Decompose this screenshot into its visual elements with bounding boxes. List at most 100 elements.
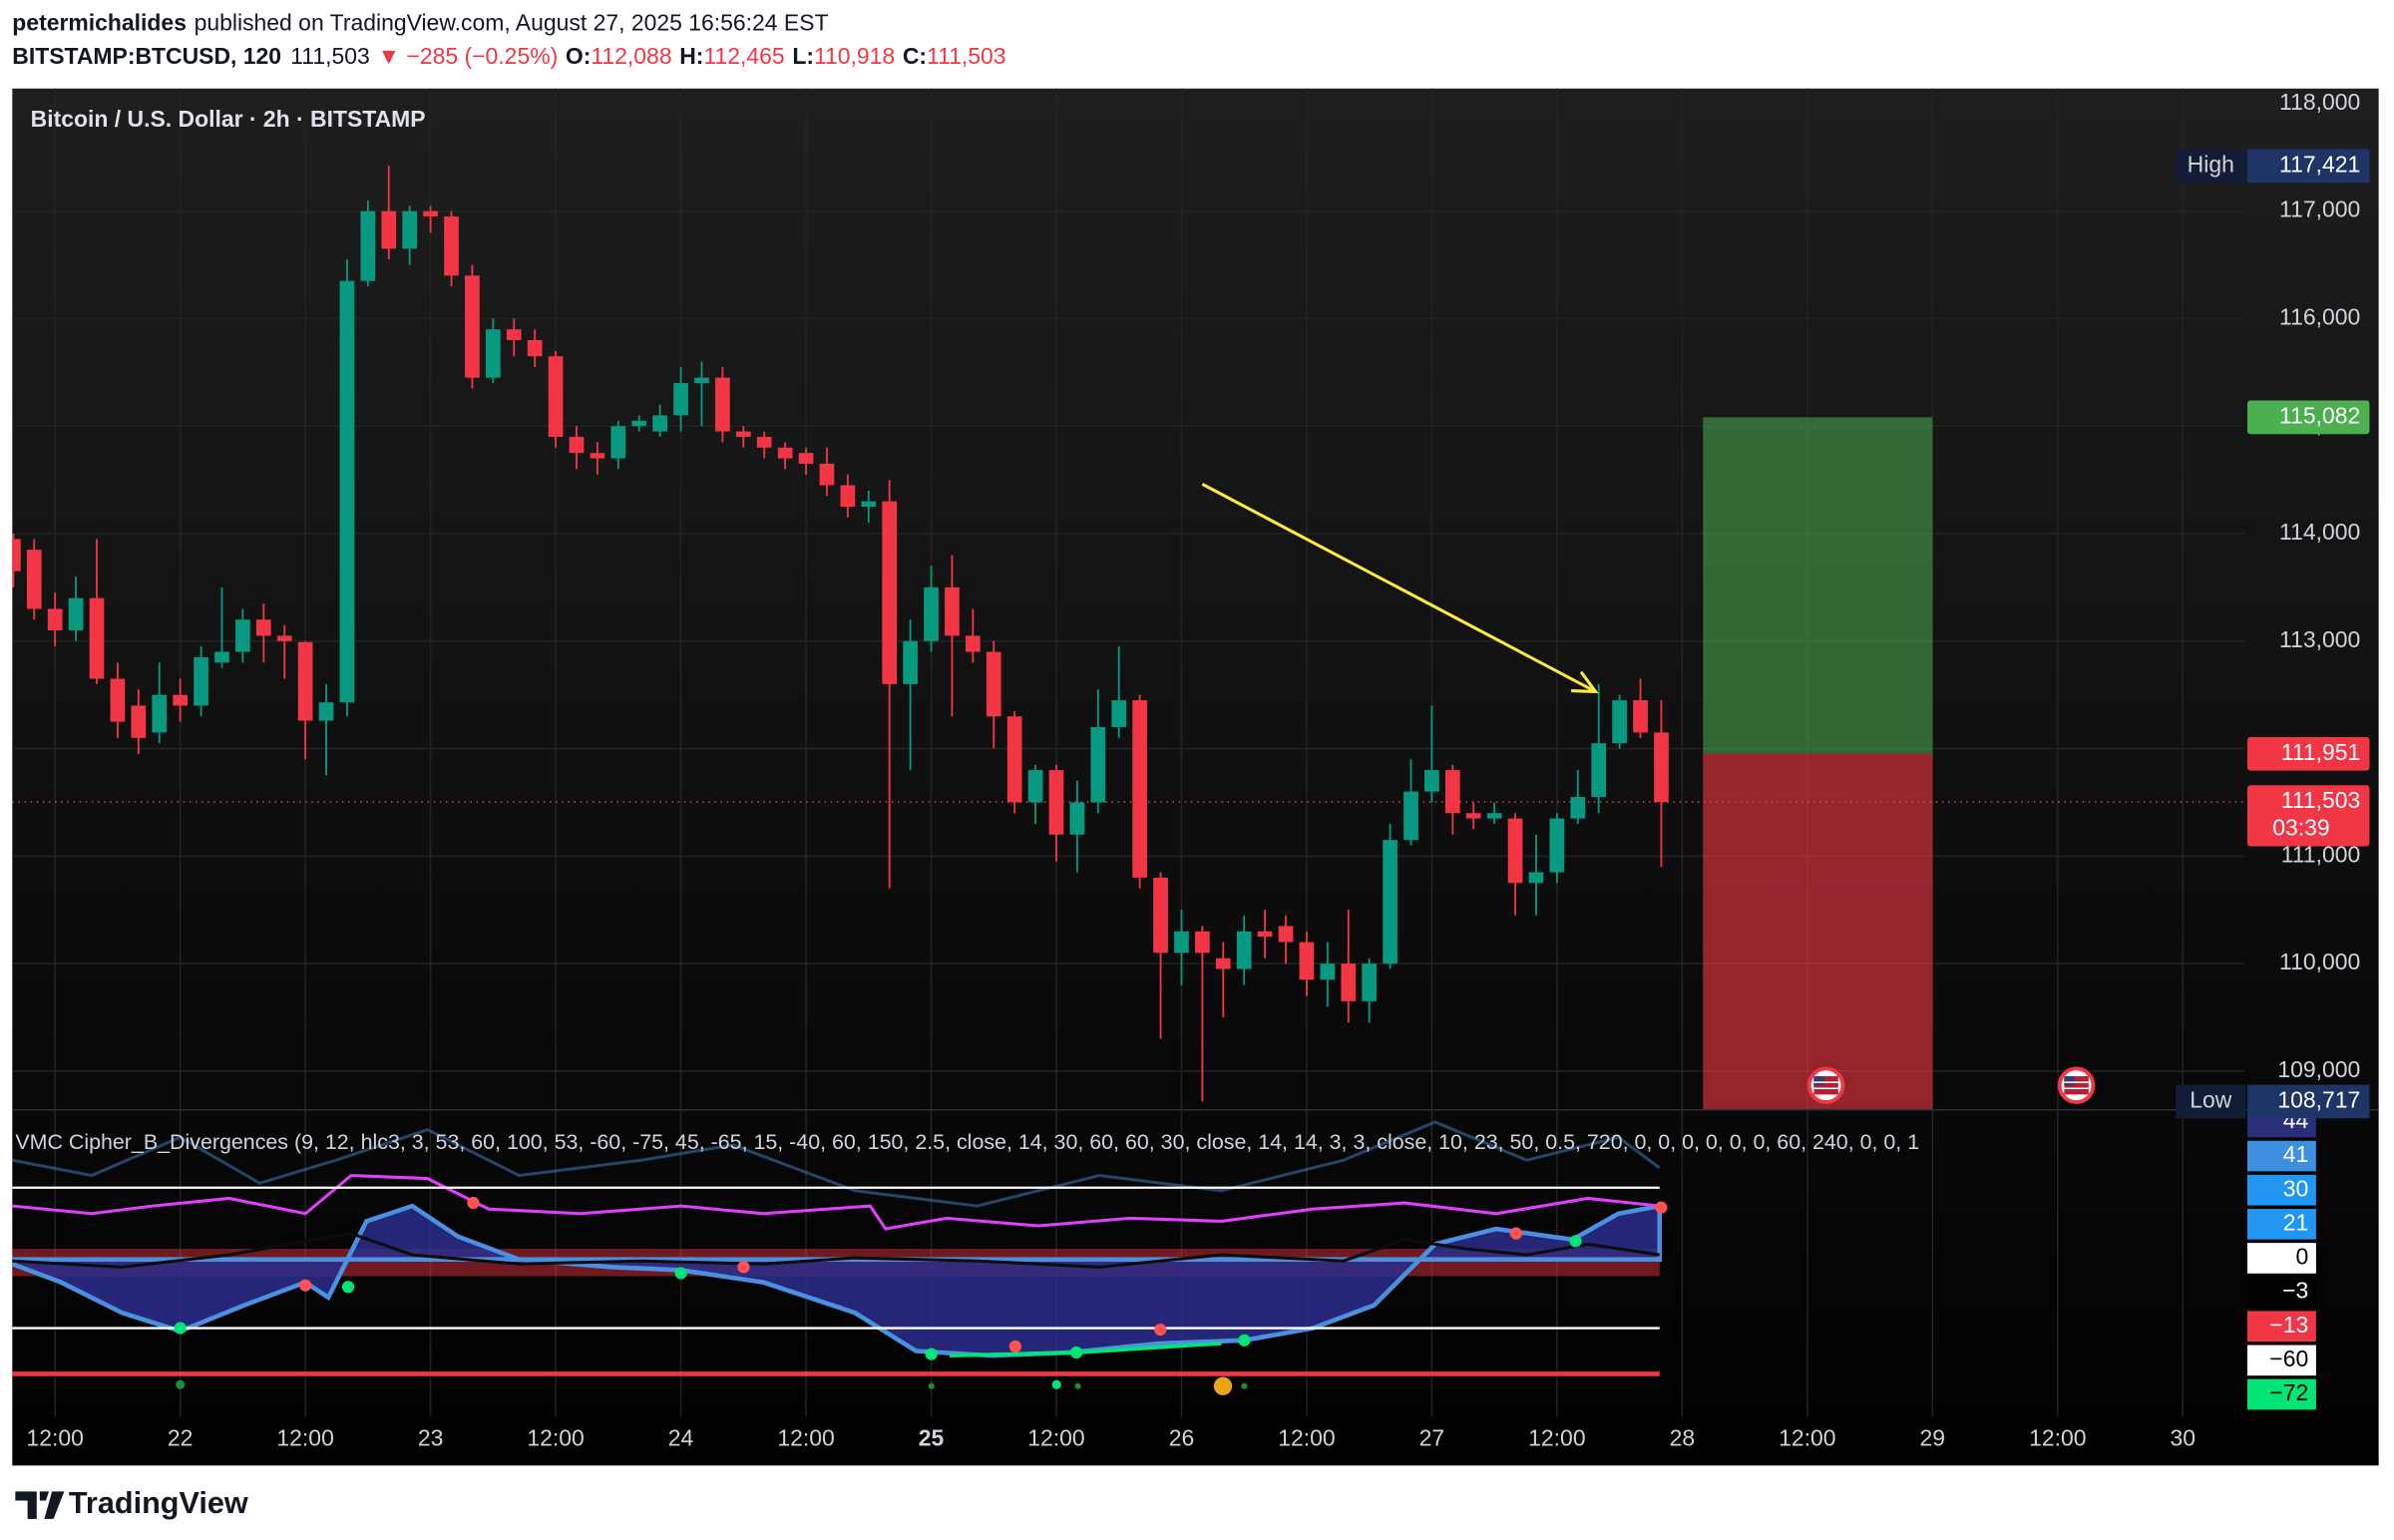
candle-body	[673, 383, 688, 416]
candle-body	[1132, 700, 1147, 878]
scale-label: −13	[2269, 1312, 2308, 1338]
header-line-2: BITSTAMP:BTCUSD, 120 111,503 ▼ −285 (−0.25…	[12, 43, 1005, 69]
low-text-box	[2176, 1084, 2246, 1119]
candle-body	[506, 329, 522, 340]
candle-body	[1654, 732, 1669, 803]
ohlc-value: 112,465	[703, 43, 784, 69]
candle-body	[1069, 802, 1085, 835]
target-tag-box	[2247, 400, 2370, 435]
candle-body	[1507, 818, 1523, 884]
candle-body	[276, 635, 292, 641]
scale-label: −3	[2282, 1278, 2308, 1304]
candle-body	[652, 415, 667, 432]
candle-body	[1570, 797, 1586, 819]
x-tick-label: 27	[1419, 1424, 1445, 1450]
candle-body	[1424, 770, 1439, 792]
mfi-line	[12, 1232, 1660, 1269]
candle-body	[861, 501, 877, 508]
high-label: 117,421	[2279, 151, 2360, 177]
y-tick-label: 110,000	[2279, 949, 2360, 974]
candle-body	[631, 420, 647, 427]
candle-body	[756, 436, 772, 448]
y-tick-label: 113,000	[2279, 626, 2360, 652]
x-tick-label: 12:00	[1278, 1424, 1335, 1450]
price-pane	[12, 166, 2244, 1110]
candle-body	[986, 651, 1001, 717]
high-text: High	[2188, 151, 2234, 177]
scale-box	[2247, 1277, 2316, 1308]
ohlc-value: 110,918	[814, 43, 895, 69]
candle-body	[194, 656, 208, 706]
candle-body	[1278, 926, 1294, 943]
signal-dots	[174, 1196, 1668, 1395]
x-tick-label: 12:00	[1779, 1424, 1835, 1450]
x-tick-label: 12:00	[1027, 1424, 1084, 1450]
header-line-1: petermichalides published on TradingView.…	[12, 10, 828, 36]
candle-body	[1403, 791, 1418, 841]
low-text: Low	[2190, 1086, 2232, 1112]
candle-body	[444, 216, 459, 276]
high-box	[2247, 149, 2370, 184]
arrow-head	[1571, 670, 1599, 694]
low-box	[2247, 1084, 2370, 1119]
x-tick-label: 12:00	[2029, 1424, 2086, 1450]
scale-label: 41	[2283, 1141, 2309, 1167]
candle-body	[465, 275, 480, 378]
scale-box	[2247, 1243, 2316, 1274]
candle-body	[1341, 963, 1357, 1001]
candle-body	[297, 641, 313, 721]
candle-body	[318, 702, 334, 721]
candle-body	[1383, 840, 1397, 964]
y-tick-label: 114,000	[2279, 519, 2360, 545]
candle-body	[882, 501, 898, 684]
candle-body	[840, 485, 856, 508]
candle-body	[1612, 700, 1627, 744]
candle-body	[548, 356, 564, 437]
grid	[12, 88, 2244, 1417]
high-text-box	[2176, 149, 2246, 184]
candle-body	[1362, 963, 1378, 1001]
published: published on TradingView.com, August 27,…	[195, 10, 829, 36]
candle-body	[735, 431, 751, 437]
scale-box	[2247, 1209, 2316, 1240]
countdown-label: 03:39	[2272, 815, 2329, 841]
candle-body	[214, 651, 229, 663]
scale-label: 21	[2283, 1209, 2309, 1235]
candle-body	[819, 463, 835, 486]
candle-body	[1111, 700, 1127, 727]
candle-body	[12, 539, 21, 572]
ohlc-key: O:	[566, 43, 591, 69]
x-tick-label: 12:00	[276, 1424, 333, 1450]
scale-label: 30	[2283, 1175, 2309, 1201]
wave-area	[12, 1203, 1663, 1358]
scale-box	[2247, 1174, 2316, 1206]
candle-body	[1090, 726, 1106, 803]
brand: TradingView	[69, 1486, 248, 1520]
candle-body	[590, 453, 605, 459]
y-tick-label: 117,000	[2279, 196, 2360, 222]
x-tick-label: 26	[1169, 1424, 1195, 1450]
candle-body	[1549, 818, 1565, 873]
x-tick-label: 24	[668, 1424, 694, 1450]
candle-body	[173, 694, 188, 706]
candle-body	[152, 694, 168, 733]
candle-body	[569, 436, 585, 454]
chart-title: Bitcoin / U.S. Dollar · 2h · BITSTAMP	[31, 106, 426, 132]
candle-body	[694, 377, 709, 384]
ohlc-value: 112,088	[591, 43, 671, 69]
logo	[15, 1491, 65, 1519]
candle-body	[255, 619, 271, 636]
candle-body	[610, 426, 626, 459]
candle-body	[485, 329, 501, 378]
candle-body	[777, 447, 793, 459]
indicator-pane	[12, 1120, 1668, 1395]
x-tick-label: 12:00	[1528, 1424, 1585, 1450]
candle-body	[1153, 877, 1168, 954]
candle-body	[1195, 931, 1210, 954]
symbol: BITSTAMP:BTCUSD, 120	[12, 43, 281, 69]
ohlc-value: 111,503	[927, 43, 1006, 69]
candle-body	[47, 608, 63, 630]
price: 111,503	[290, 43, 370, 69]
